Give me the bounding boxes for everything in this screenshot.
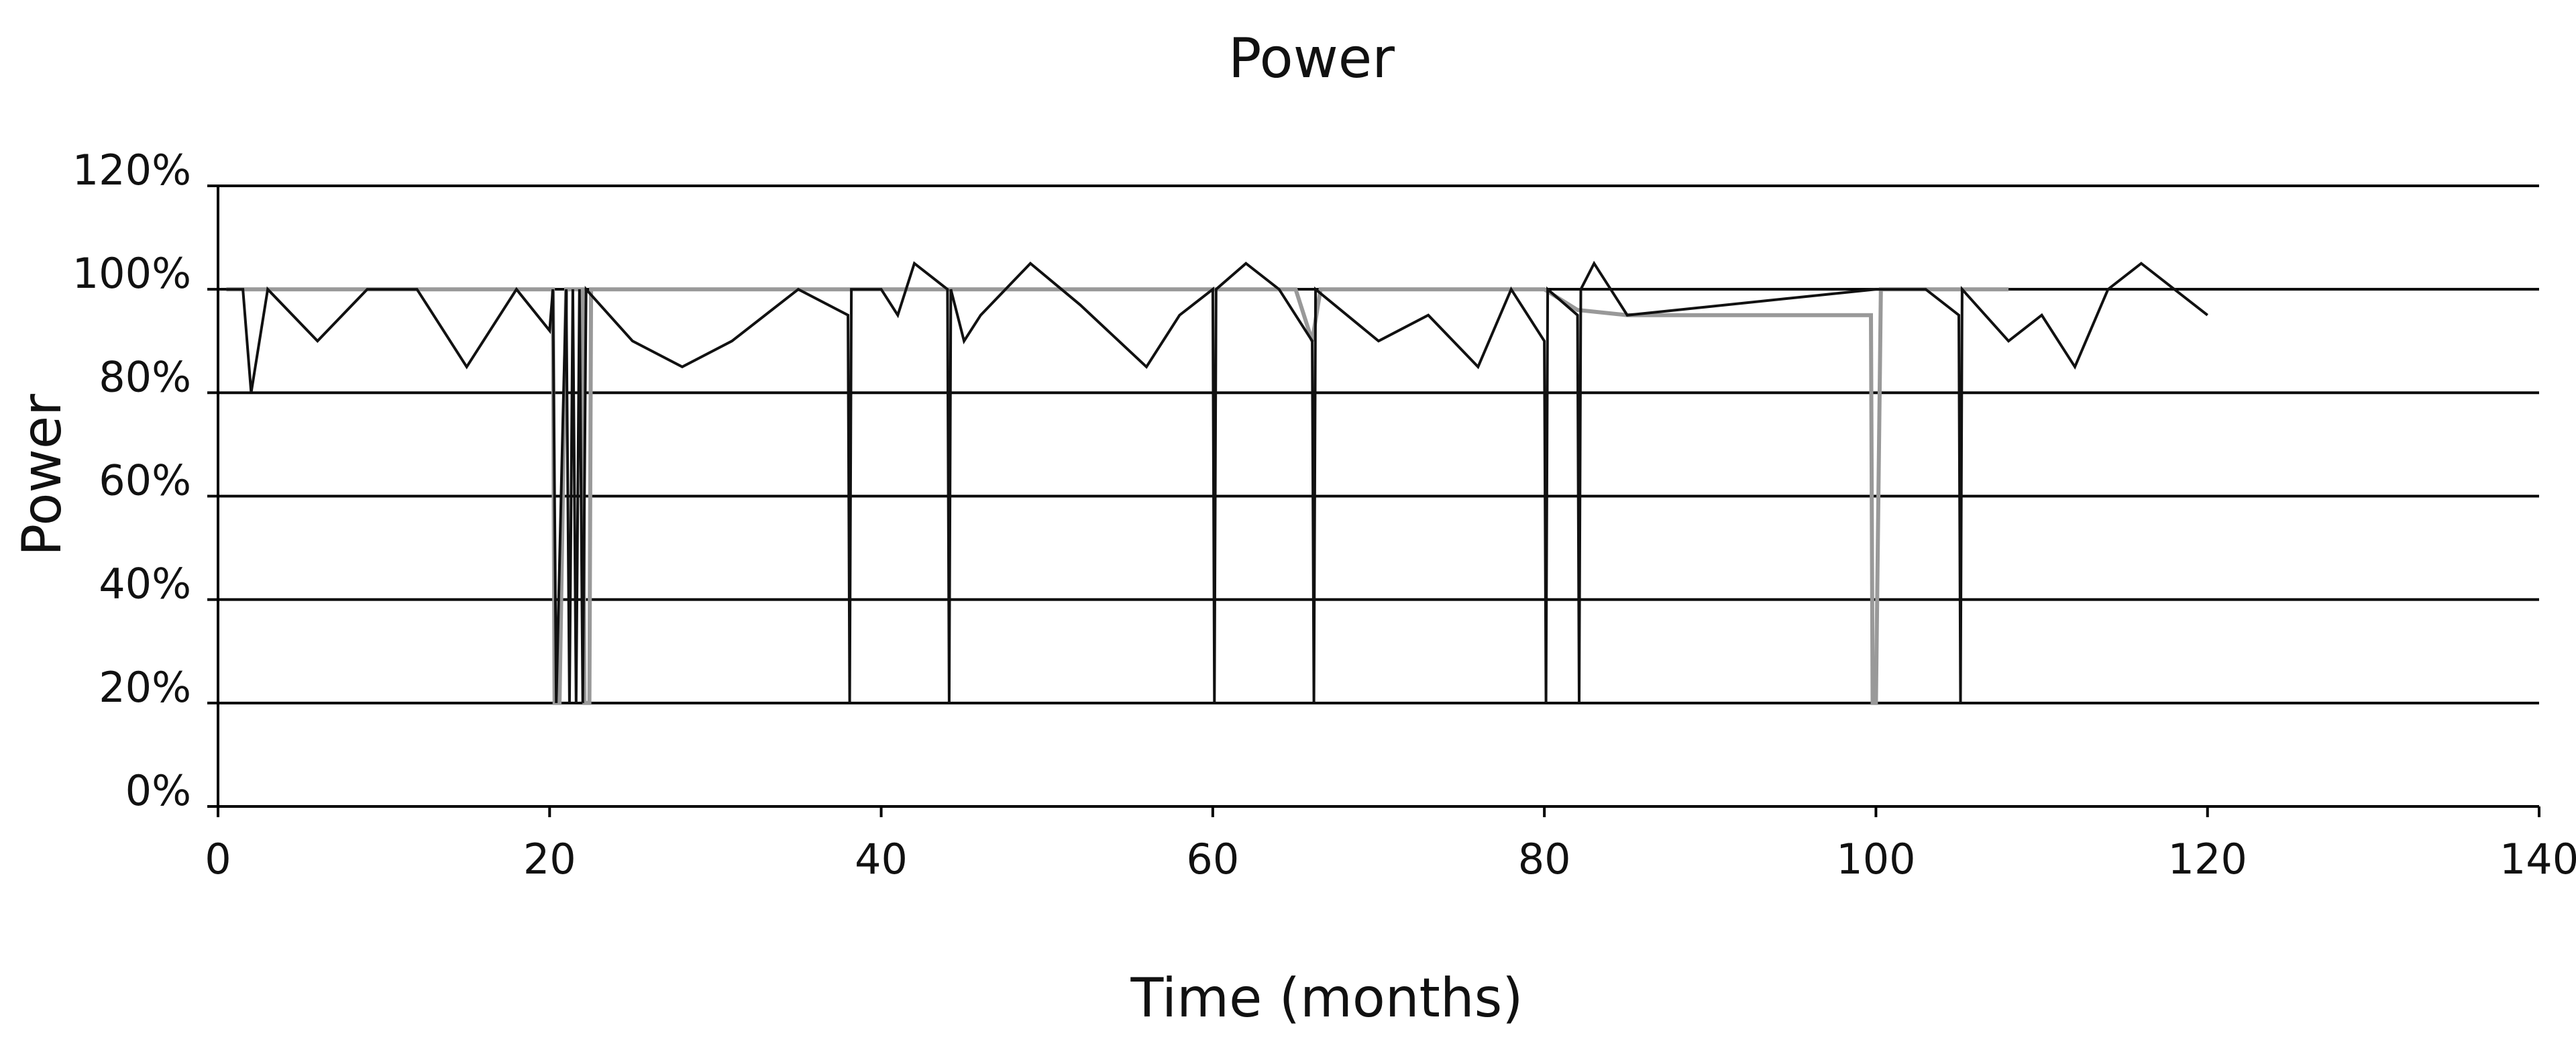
chart-title: Power [1228,27,1395,91]
x-tick-labels: 0 20 40 60 80 100 120 140 [205,835,2576,884]
x-tick-label: 40 [855,835,908,884]
x-tick-label: 80 [1518,835,1571,884]
x-tick-label: 0 [205,835,231,884]
x-tick-label: 120 [2168,835,2247,884]
y-tick-labels: 0% 20% 40% 60% 80% 100% 120% [72,146,191,815]
x-tick-label: 100 [1836,835,1915,884]
y-axis-title: Power [11,394,73,556]
series-line-2 [226,260,2208,703]
axes [207,185,2540,817]
series-lines [226,260,2208,705]
y-tick-label: 100% [72,249,191,298]
y-tick-label: 20% [99,663,191,712]
x-tick-label: 20 [523,835,576,884]
y-tick-label: 80% [99,352,191,401]
x-axis-title: Time (months) [1130,967,1523,1029]
y-tick-label: 0% [125,766,191,815]
y-tick-label: 60% [99,456,191,505]
x-tick-label: 140 [2500,835,2576,884]
y-tick-label: 40% [99,560,191,609]
y-tick-label: 120% [72,146,191,195]
x-tick-label: 60 [1186,835,1239,884]
